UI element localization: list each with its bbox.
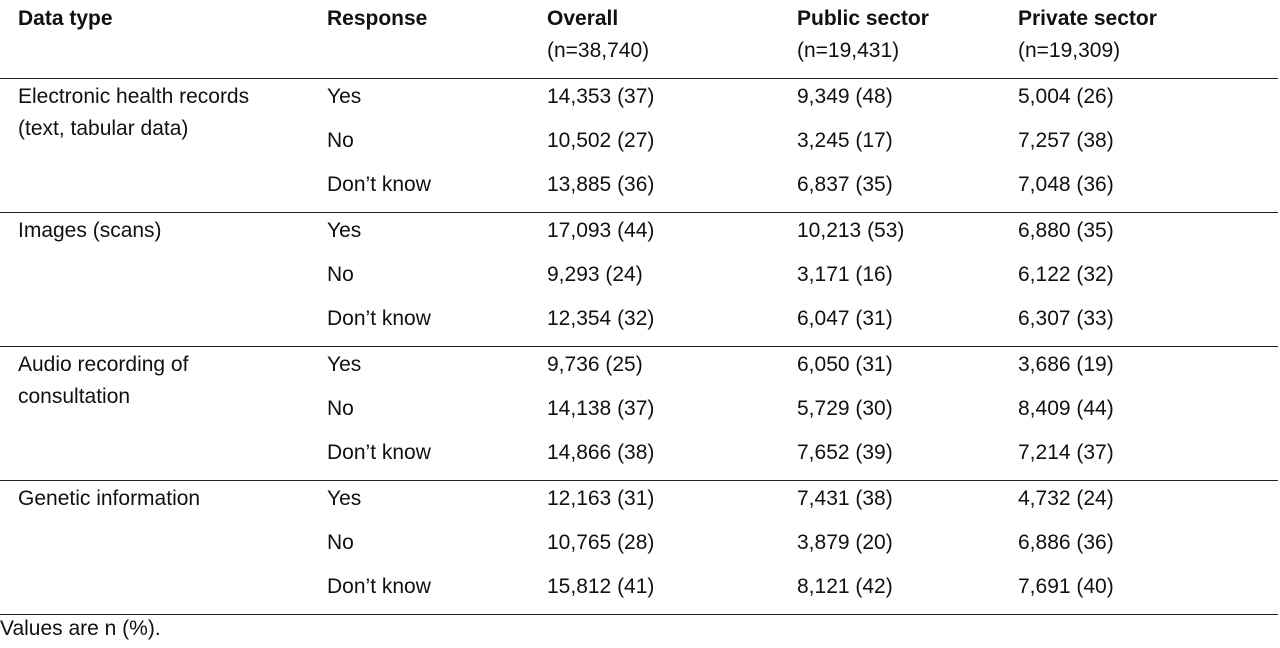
overall-cell: 10,502 (27) bbox=[547, 129, 655, 152]
private-sector-cell: 6,886 (36) bbox=[1018, 531, 1114, 554]
data-type-label: Audio recording of bbox=[18, 353, 189, 376]
header-data-type: Data type bbox=[18, 7, 113, 30]
overall-cell: 9,736 (25) bbox=[547, 353, 643, 376]
private-sector-cell: 8,409 (44) bbox=[1018, 397, 1114, 420]
overall-cell: 14,138 (37) bbox=[547, 397, 655, 420]
group-rule bbox=[0, 614, 1278, 615]
data-table: Data type Response Overall (n=38,740) Pu… bbox=[0, 0, 1278, 615]
private-sector-cell: 4,732 (24) bbox=[1018, 487, 1114, 510]
header-response: Response bbox=[327, 7, 428, 30]
overall-cell: 17,093 (44) bbox=[547, 219, 655, 242]
response-cell: No bbox=[327, 397, 354, 420]
private-sector-cell: 7,691 (40) bbox=[1018, 575, 1114, 598]
overall-cell: 10,765 (28) bbox=[547, 531, 655, 554]
public-sector-cell: 5,729 (30) bbox=[797, 397, 893, 420]
overall-cell: 14,353 (37) bbox=[547, 85, 655, 108]
private-sector-cell: 6,122 (32) bbox=[1018, 263, 1114, 286]
overall-cell: 14,866 (38) bbox=[547, 441, 655, 464]
response-cell: Yes bbox=[327, 487, 362, 510]
overall-cell: 13,885 (36) bbox=[547, 173, 655, 196]
data-type-label-line2: consultation bbox=[18, 385, 131, 408]
response-cell: Yes bbox=[327, 219, 362, 242]
overall-cell: 12,163 (31) bbox=[547, 487, 655, 510]
group-rule bbox=[0, 212, 1278, 213]
table-group: Audio recording of consultation Yes 9,736 (… bbox=[0, 347, 1278, 480]
header-overall: Overall bbox=[547, 7, 619, 30]
data-type-label: Images (scans) bbox=[18, 219, 162, 242]
response-cell: Don’t know bbox=[327, 575, 431, 598]
public-sector-cell: 7,652 (39) bbox=[797, 441, 893, 464]
response-cell: Yes bbox=[327, 353, 362, 376]
table-group: Electronic health records (text, tabular … bbox=[0, 79, 1278, 212]
response-cell: Yes bbox=[327, 85, 362, 108]
table-group: Images (scans) Yes 17,093 (44) 10,213 (53) 6… bbox=[0, 213, 1278, 346]
group-rule bbox=[0, 346, 1278, 347]
public-sector-cell: 9,349 (48) bbox=[797, 85, 893, 108]
overall-cell: 15,812 (41) bbox=[547, 575, 655, 598]
overall-cell: 12,354 (32) bbox=[547, 307, 655, 330]
data-type-label: Electronic health records bbox=[18, 85, 250, 108]
table-body: Electronic health records (text, tabular … bbox=[0, 79, 1278, 615]
public-sector-cell: 6,047 (31) bbox=[797, 307, 893, 330]
private-sector-cell: 7,257 (38) bbox=[1018, 129, 1114, 152]
header-overall-n: (n=38,740) bbox=[547, 39, 650, 62]
public-sector-cell: 6,837 (35) bbox=[797, 173, 893, 196]
response-cell: No bbox=[327, 531, 354, 554]
data-type-label: Genetic information bbox=[18, 487, 201, 510]
public-sector-cell: 6,050 (31) bbox=[797, 353, 893, 376]
group-rule bbox=[0, 480, 1278, 481]
response-cell: Don’t know bbox=[327, 307, 431, 330]
header-public-sector: Public sector bbox=[797, 7, 929, 30]
public-sector-cell: 10,213 (53) bbox=[797, 219, 905, 242]
header-private-n: (n=19,309) bbox=[1018, 39, 1121, 62]
response-cell: No bbox=[327, 129, 354, 152]
private-sector-cell: 3,686 (19) bbox=[1018, 353, 1114, 376]
header-rule bbox=[0, 78, 1278, 79]
data-type-label-line2: (text, tabular data) bbox=[18, 117, 189, 140]
response-cell: No bbox=[327, 263, 354, 286]
private-sector-cell: 7,214 (37) bbox=[1018, 441, 1114, 464]
table-header: Data type Response Overall (n=38,740) Pu… bbox=[0, 0, 1278, 78]
public-sector-cell: 3,879 (20) bbox=[797, 531, 893, 554]
overall-cell: 9,293 (24) bbox=[547, 263, 643, 286]
private-sector-cell: 7,048 (36) bbox=[1018, 173, 1114, 196]
table-group: Genetic information Yes 12,163 (31) 7,431 (… bbox=[0, 481, 1278, 614]
public-sector-cell: 3,171 (16) bbox=[797, 263, 893, 286]
private-sector-cell: 6,880 (35) bbox=[1018, 219, 1114, 242]
public-sector-cell: 7,431 (38) bbox=[797, 487, 893, 510]
header-public-n: (n=19,431) bbox=[797, 39, 900, 62]
private-sector-cell: 5,004 (26) bbox=[1018, 85, 1114, 108]
table-footnote: Values are n (%). bbox=[0, 617, 161, 640]
private-sector-cell: 6,307 (33) bbox=[1018, 307, 1114, 330]
public-sector-cell: 3,245 (17) bbox=[797, 129, 893, 152]
response-cell: Don’t know bbox=[327, 441, 431, 464]
header-private-sector: Private sector bbox=[1018, 7, 1157, 30]
public-sector-cell: 8,121 (42) bbox=[797, 575, 893, 598]
response-cell: Don’t know bbox=[327, 173, 431, 196]
